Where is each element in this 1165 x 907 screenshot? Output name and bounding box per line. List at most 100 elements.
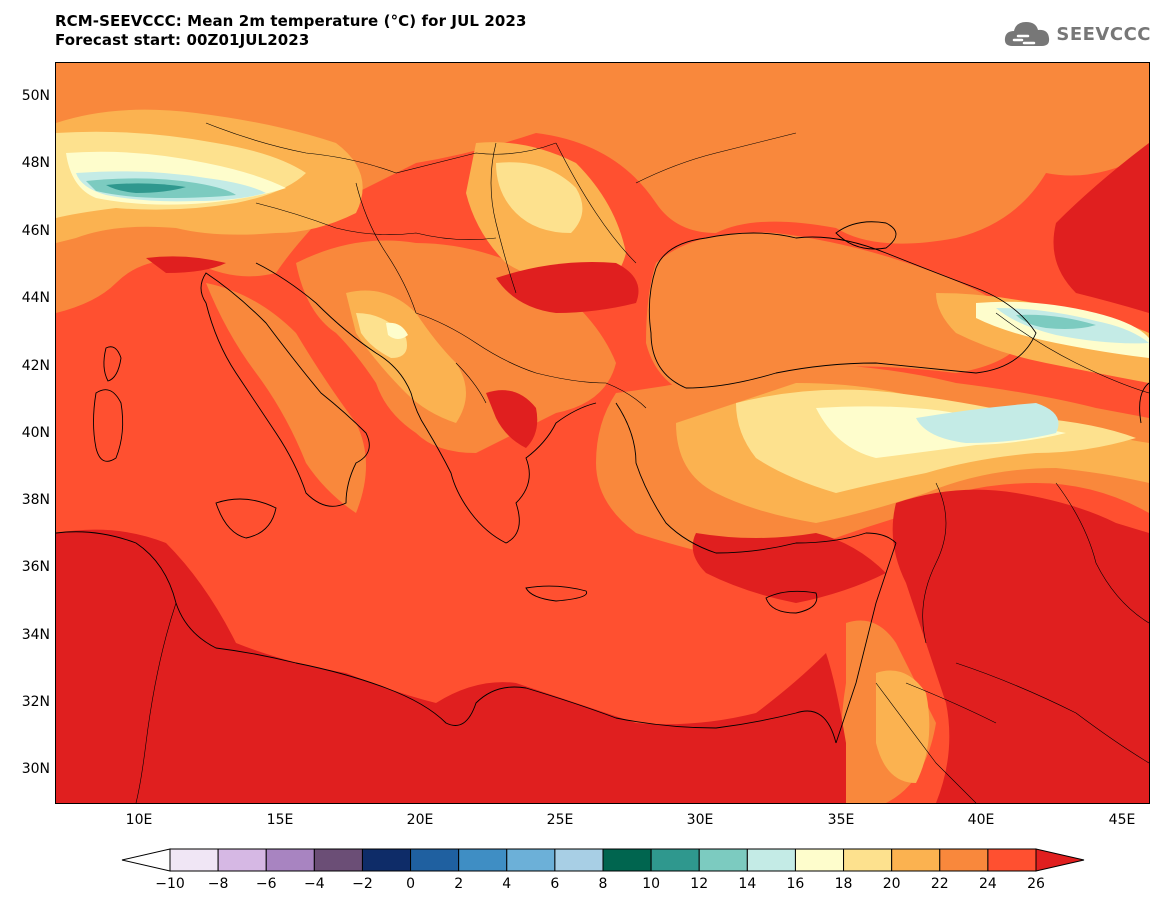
colorbar-tick-label: −4: [304, 876, 325, 892]
lat-label: 34N: [21, 627, 50, 643]
band-26-north-africa: [56, 529, 846, 803]
italy-coast: [200, 272, 370, 507]
lon-label: 45E: [1108, 812, 1136, 828]
colorbar-cell: [650, 848, 700, 872]
seevccc-logo: SEEVCCC: [1002, 18, 1151, 50]
lat-label: 30N: [21, 761, 50, 777]
band-14-anatolia: [916, 403, 1059, 443]
colorbar-cell: [506, 848, 556, 872]
black-sea-coast: [648, 232, 1037, 389]
colorbar-tick-label: 26: [1027, 876, 1045, 892]
lat-label: 48N: [21, 155, 50, 171]
band-18-carpathians: [496, 162, 583, 233]
band-20-jordan: [876, 670, 930, 783]
band-22-italy: [206, 283, 366, 513]
title-line-2: Forecast start: 00Z01JUL2023: [55, 31, 310, 49]
lat-label: 36N: [21, 559, 50, 575]
lat-label: 38N: [21, 492, 50, 508]
colorbar-tick-label: 14: [738, 876, 757, 892]
colorbar-cell: [313, 848, 363, 872]
lat-label: 32N: [21, 694, 50, 710]
anatolia-coast: [615, 402, 897, 554]
colorbar-cell: [939, 848, 989, 872]
band-26-danube: [496, 262, 639, 313]
lat-label: 46N: [21, 223, 50, 239]
band-22-north: [56, 63, 1149, 313]
colorbar-cell: [698, 848, 748, 872]
colorbar-cell: [891, 848, 941, 872]
colorbar-tick-label: −2: [352, 876, 373, 892]
sicily-coast: [215, 498, 277, 539]
colorbar: [121, 848, 1085, 872]
colorbar-tick-label: 2: [454, 876, 464, 892]
sardinia-coast: [93, 389, 124, 462]
band-12-caucasus: [1016, 314, 1096, 329]
colorbar-cell: [458, 848, 508, 872]
band-26-syria: [892, 489, 1149, 803]
colorbar-cell: [361, 848, 412, 872]
colorbar-cell: [794, 848, 845, 872]
colorbar-cell: [554, 848, 604, 872]
colorbar-tick-label: 4: [502, 876, 512, 892]
levant-coast: [835, 542, 897, 744]
colorbar-under-arrow: [121, 848, 171, 872]
colorbar-cell: [746, 848, 796, 872]
colorbar-tick-label: 10: [642, 876, 661, 892]
africa-coast: [56, 531, 837, 744]
colorbar-over-arrow: [1035, 848, 1085, 872]
map-svg: [56, 63, 1149, 803]
band-26-east: [1053, 143, 1149, 313]
lon-label: 10E: [125, 812, 153, 828]
colorbar-tick-label: 8: [598, 876, 608, 892]
lon-label: 30E: [686, 812, 714, 828]
colorbar-cell: [602, 848, 652, 872]
caspian-coast: [1139, 382, 1149, 424]
colorbar-cell: [169, 848, 219, 872]
colorbar-tick-label: 6: [550, 876, 560, 892]
colorbar-tick-label: 18: [834, 876, 853, 892]
lon-label: 40E: [967, 812, 995, 828]
lon-label: 35E: [827, 812, 855, 828]
lat-label: 42N: [21, 358, 50, 374]
temperature-map: [55, 62, 1150, 804]
colorbar-tick-label: 24: [978, 876, 997, 892]
cloud-logo-icon: [1005, 22, 1050, 46]
lat-label: 50N: [21, 88, 50, 104]
lon-label: 20E: [406, 812, 434, 828]
colorbar-tick-label: 12: [690, 876, 709, 892]
lat-label: 40N: [21, 425, 50, 441]
corsica-coast: [103, 346, 122, 382]
band-10-alps: [106, 183, 186, 193]
lon-label: 15E: [266, 812, 294, 828]
band-26-po: [146, 256, 226, 273]
band-18-dinaric: [356, 313, 407, 358]
colorbar-cell: [843, 848, 893, 872]
logo-text: SEEVCCC: [1056, 23, 1151, 45]
colorbar-cell: [265, 848, 315, 872]
greece-coast: [425, 402, 597, 544]
colorbar-tick-label: 20: [882, 876, 901, 892]
colorbar-cell: [410, 848, 460, 872]
band-22-blacksea: [646, 232, 1026, 398]
colorbar-cell: [217, 848, 267, 872]
crete-coast: [525, 585, 588, 602]
colorbar-tick-label: 0: [406, 876, 416, 892]
azov-coast: [835, 221, 897, 250]
lon-label: 25E: [546, 812, 574, 828]
colorbar-tick-label: 22: [930, 876, 949, 892]
colorbar-tick-label: −10: [155, 876, 185, 892]
colorbar-tick-label: 16: [786, 876, 805, 892]
country-borders: [135, 122, 1149, 803]
adriatic-east-coast: [255, 262, 427, 429]
colorbar-tick-label: −6: [255, 876, 277, 892]
colorbar-tick-label: −8: [207, 876, 229, 892]
lat-label: 44N: [21, 290, 50, 306]
colorbar-cell: [987, 848, 1037, 872]
band-26-cyprus-south: [692, 533, 886, 603]
chart-title: RCM-SEEVCCC: Mean 2m temperature (°C) fo…: [55, 12, 527, 50]
title-line-1: RCM-SEEVCCC: Mean 2m temperature (°C) fo…: [55, 12, 527, 30]
band-26-greece: [486, 390, 538, 448]
band-16-balkan: [386, 322, 408, 339]
colorbar-cells: [169, 848, 1037, 872]
cyprus-coast: [765, 590, 818, 614]
